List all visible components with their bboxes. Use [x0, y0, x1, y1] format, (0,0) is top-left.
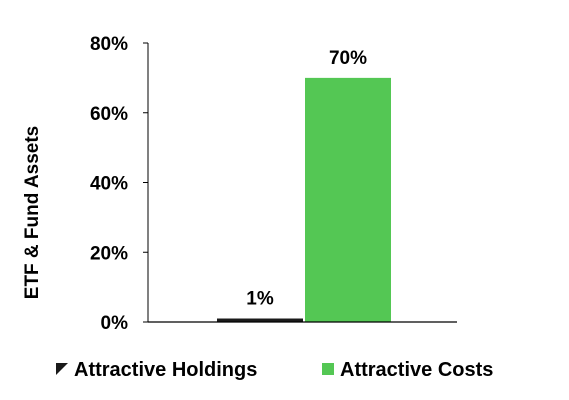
y-axis-title: ETF & Fund Assets: [22, 126, 43, 299]
legend-swatch: [322, 363, 334, 375]
data-label: 70%: [329, 48, 367, 69]
legend-label: Attractive Costs: [340, 359, 493, 381]
data-labels: 1% 70%: [246, 48, 367, 310]
legend-label: Attractive Holdings: [74, 359, 257, 381]
y-tick-label: 40%: [90, 174, 128, 195]
bars: [217, 77, 391, 322]
y-tick-label: 80%: [90, 34, 128, 55]
legend-swatch-highlight: [56, 363, 68, 375]
y-tick-label: 0%: [101, 313, 129, 334]
data-label: 1%: [246, 289, 274, 310]
bar-attractive-costs: [305, 77, 391, 322]
bar-attractive-holdings: [217, 318, 303, 322]
y-tick-label: 20%: [90, 243, 128, 264]
y-axis-ticks: 0% 20% 40% 60% 80%: [90, 34, 148, 334]
legend: Attractive Holdings Attractive Costs: [56, 359, 493, 381]
y-tick-label: 60%: [90, 104, 128, 125]
